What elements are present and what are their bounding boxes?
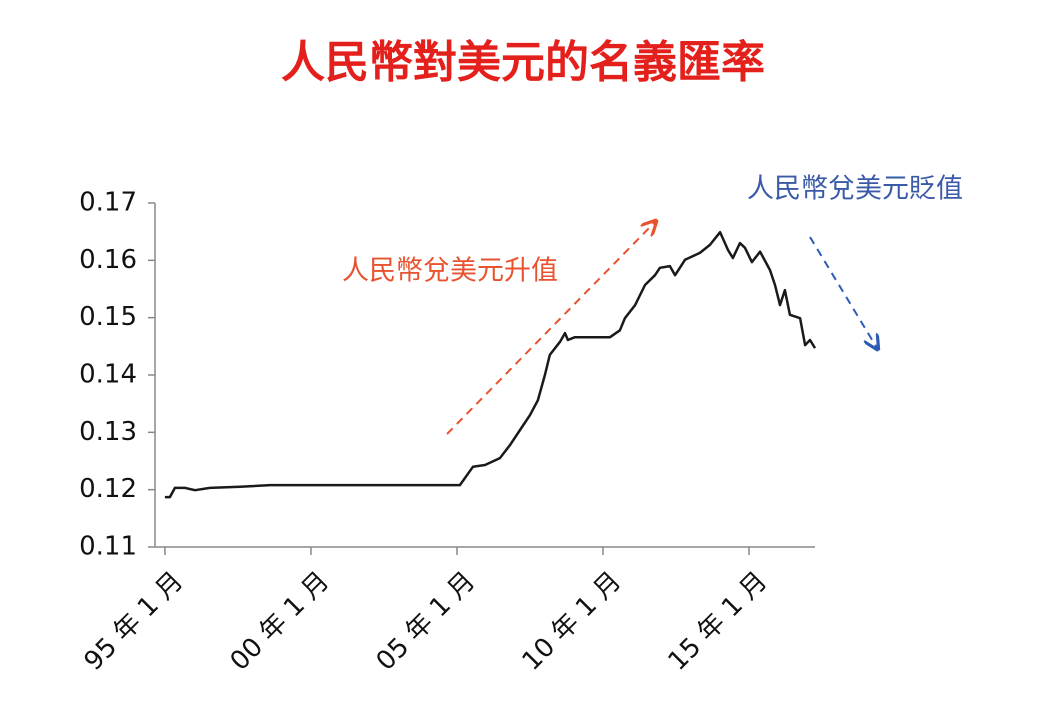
annotation: 人民幣兌美元升值 — [342, 256, 558, 287]
arrow — [809, 236, 877, 348]
x-tick-label: 10 年 1 月 — [517, 566, 628, 677]
chart-title: 人民幣對美元的名義匯率 — [281, 37, 765, 88]
x-tick-label: 05 年 1 月 — [371, 566, 482, 677]
y-tick-label: 0.16 — [79, 245, 137, 275]
line — [164, 230, 817, 499]
x-tick-label: 00 年 1 月 — [225, 566, 336, 677]
x-tick-label: 15 年 1 月 — [663, 566, 774, 677]
annotation: 人民幣兌美元貶值 — [747, 174, 963, 205]
y-tick-label: 0.17 — [79, 188, 137, 218]
y-tick-label: 0.14 — [79, 360, 137, 390]
arrow — [446, 222, 655, 435]
y-tick-label: 0.15 — [79, 302, 137, 332]
x-tick-label: 95 年 1 月 — [79, 566, 190, 677]
y-tick-label: 0.11 — [79, 532, 137, 562]
y-tick-label: 0.12 — [79, 474, 137, 504]
y-tick-label: 0.13 — [79, 417, 137, 447]
